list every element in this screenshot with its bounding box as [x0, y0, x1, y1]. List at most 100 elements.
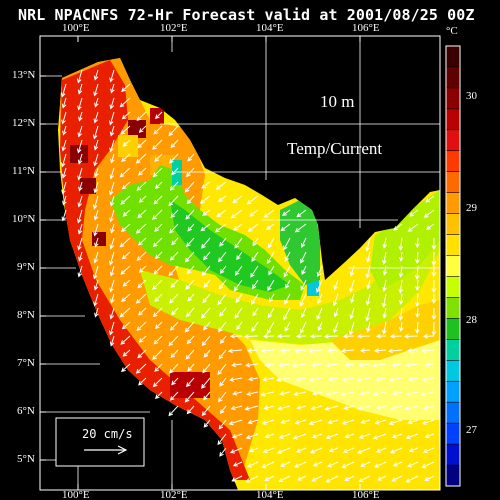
current-vector — [414, 265, 420, 281]
current-vector — [381, 293, 387, 308]
current-vector — [311, 433, 323, 439]
current-vector — [187, 293, 195, 302]
current-vector — [77, 265, 83, 278]
current-vector — [201, 209, 211, 217]
figure-title: NRL NPACNFS 72-Hr Forecast valid at 2001… — [18, 6, 475, 24]
current-vector — [280, 223, 291, 232]
current-vector — [199, 195, 211, 204]
current-vector — [93, 279, 99, 291]
current-vector — [356, 333, 371, 339]
current-vector — [278, 475, 291, 482]
current-vector — [186, 237, 195, 248]
current-vector — [431, 307, 437, 321]
current-vector — [328, 447, 339, 453]
current-vector — [398, 251, 404, 262]
current-vector — [219, 377, 227, 387]
current-vector — [61, 139, 67, 152]
current-vector — [279, 348, 291, 353]
current-vector — [135, 153, 147, 164]
current-vector — [265, 223, 275, 231]
current-vector — [110, 293, 115, 304]
current-vector — [349, 307, 355, 320]
current-vector — [136, 251, 147, 262]
current-vectors — [60, 69, 437, 483]
current-vector — [138, 265, 147, 273]
current-vector — [76, 69, 83, 84]
current-vector — [187, 363, 195, 372]
current-vector — [262, 447, 275, 454]
current-vector — [264, 362, 275, 368]
current-vector — [203, 419, 211, 428]
current-vector — [266, 321, 275, 335]
current-vector — [201, 265, 211, 277]
current-vector — [280, 419, 291, 424]
current-vector — [92, 265, 99, 280]
current-vector — [250, 293, 259, 305]
current-vector — [77, 223, 83, 235]
current-vector — [365, 265, 371, 279]
scale-label: 20 cm/s — [82, 427, 133, 441]
current-vector — [316, 265, 323, 278]
current-vector — [154, 153, 163, 162]
current-vector — [201, 335, 211, 347]
current-vector — [300, 251, 307, 264]
current-vector — [217, 293, 227, 306]
current-vector — [154, 391, 163, 400]
current-vector — [276, 333, 291, 339]
current-vector — [109, 125, 115, 137]
current-vector — [93, 139, 99, 151]
current-vector — [300, 279, 307, 291]
current-vector — [405, 475, 419, 483]
current-vector — [218, 321, 227, 333]
current-vector — [243, 333, 259, 339]
current-vector — [62, 125, 67, 136]
current-vector — [108, 111, 115, 126]
current-vector — [219, 335, 227, 345]
current-vector — [60, 83, 67, 98]
current-vector — [264, 475, 275, 482]
current-vector — [121, 321, 131, 330]
current-vector — [283, 307, 291, 321]
current-vector — [398, 293, 404, 305]
current-vector — [392, 390, 403, 396]
current-vector — [260, 348, 275, 354]
colorbar-swatch — [446, 297, 460, 319]
current-vector — [170, 209, 179, 219]
current-vector — [407, 461, 419, 468]
current-vector — [247, 419, 259, 425]
current-vector — [61, 111, 67, 125]
current-vector — [333, 279, 339, 291]
current-vector — [308, 419, 323, 426]
current-vector — [186, 377, 195, 388]
current-vector — [77, 167, 83, 181]
current-vector — [201, 307, 211, 319]
current-vector — [387, 348, 403, 354]
current-vector — [252, 307, 259, 317]
current-vector — [359, 391, 371, 396]
current-vector — [420, 391, 435, 397]
current-vector — [186, 265, 195, 275]
current-vector — [260, 391, 275, 397]
current-vector — [262, 333, 275, 339]
current-vector — [184, 181, 195, 193]
current-vector — [169, 321, 179, 331]
current-vector — [152, 377, 163, 388]
current-vector — [109, 97, 115, 110]
current-vector — [424, 475, 435, 482]
current-vector — [342, 447, 355, 454]
current-vector — [294, 461, 307, 468]
current-vector — [233, 223, 243, 231]
current-vector — [391, 433, 403, 439]
current-vector — [217, 195, 227, 203]
current-vector — [341, 419, 355, 425]
current-vector — [405, 433, 419, 440]
current-vector — [248, 447, 259, 453]
current-vector — [284, 293, 291, 305]
current-vector — [249, 209, 259, 217]
current-vector — [219, 405, 227, 415]
current-vector — [262, 377, 275, 382]
current-vector — [373, 348, 387, 353]
current-vector — [375, 376, 387, 382]
current-vector — [202, 293, 211, 304]
